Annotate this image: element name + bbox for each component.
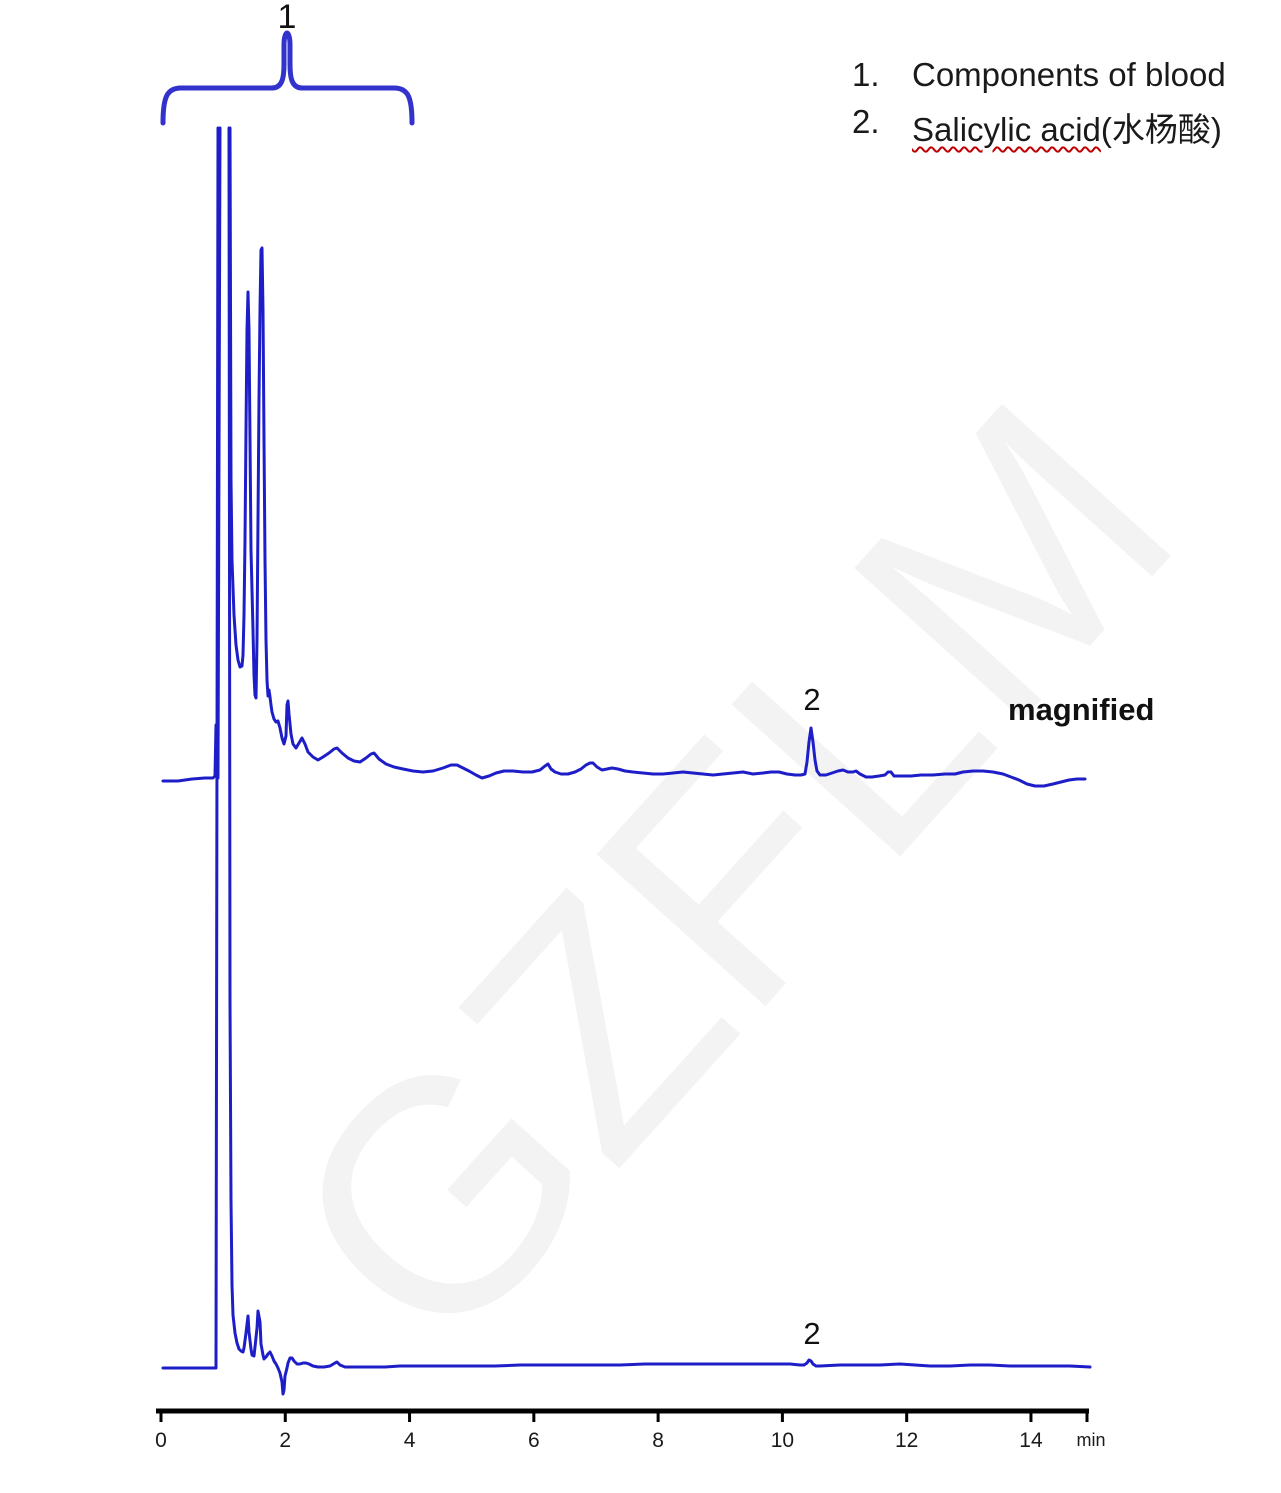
peak-2-label-original: 2 [803,1316,821,1351]
legend-item-2-label: Salicylic acid(水杨酸) [912,103,1222,151]
x-tick-label: 14 [1019,1429,1043,1452]
x-tick-label: 4 [404,1429,416,1452]
peak-group-1-label: 1 [277,0,297,36]
legend-item-2-label-underlined: Salicylic acid [912,111,1101,148]
magnified-label: magnified [1008,692,1155,727]
peak-2-label-magnified: 2 [803,682,821,717]
trace-magnified-segment-2 [228,126,1087,788]
x-axis-unit-label: min [1076,1430,1105,1450]
x-tick-label: 12 [895,1429,918,1452]
legend-item-2: 2. Salicylic acid(水杨酸) [852,103,1226,150]
x-tick-label: 6 [528,1429,540,1452]
x-tick-label: 0 [155,1429,167,1452]
trace-original-segment-1 [161,126,220,1370]
x-tick-label: 2 [279,1429,291,1452]
legend-item-2-label-rest: (水杨酸) [1100,111,1222,148]
legend-item-1-label: Components of blood [912,56,1226,93]
trace-magnified-segment-1 [161,126,222,783]
legend: 1. Components of blood 2. Salicylic acid… [852,56,1226,150]
trace-original-segment-2 [227,126,1092,1396]
peak-group-brace [160,30,415,126]
x-tick-label: 10 [771,1429,794,1452]
x-tick-label: 8 [652,1429,664,1452]
legend-item-1: 1. Components of blood [852,56,1226,103]
legend-item-1-number: 1. [852,56,880,93]
legend-item-2-number: 2. [852,103,880,140]
